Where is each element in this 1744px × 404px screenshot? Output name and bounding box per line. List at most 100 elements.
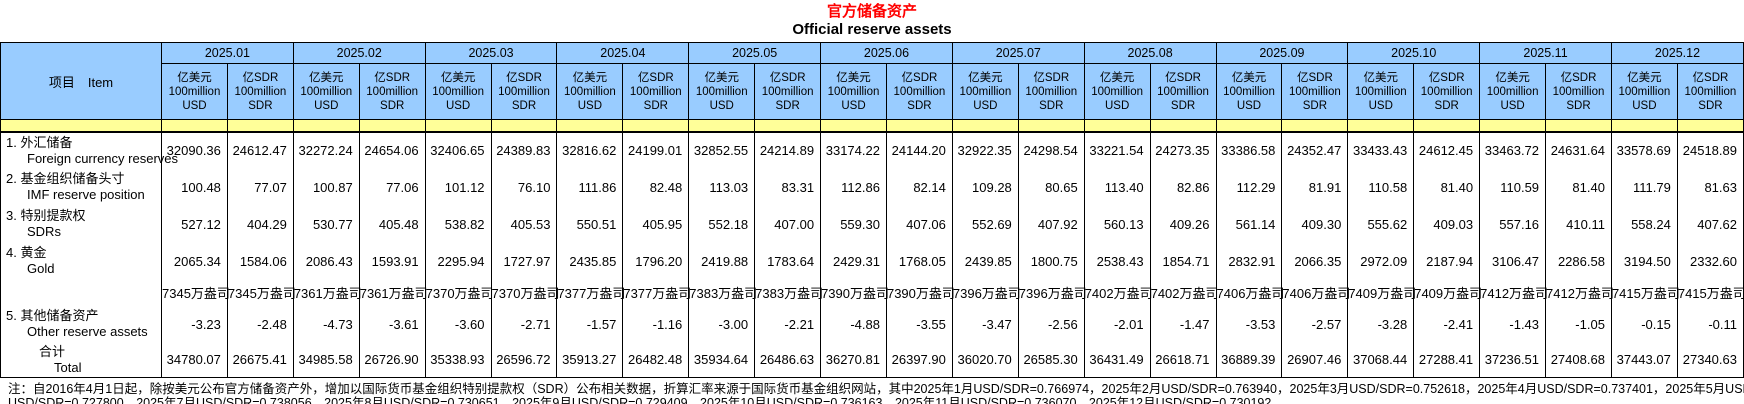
value-cell: 7415万盎司 [1676, 279, 1744, 306]
value-cell: 32816.62 [556, 131, 624, 169]
value-cell: -4.88 [820, 305, 887, 343]
value-cell: 405.48 [358, 205, 426, 243]
table-row: 4. 黄金 Gold 2065.34 1584.06 2086.43 1593.91 229… [0, 242, 1744, 280]
value-cell: 2065.34 [161, 242, 228, 280]
spacer-cell [1017, 119, 1085, 133]
value-cell: 24214.89 [754, 131, 822, 169]
value-cell: 24612.47 [226, 131, 294, 169]
value-cell: 24518.89 [1676, 131, 1744, 169]
value-cell: 552.18 [688, 205, 756, 243]
value-cell: -1.43 [1479, 305, 1547, 343]
value-cell: 3194.50 [1610, 242, 1678, 280]
value-cell: 407.06 [885, 205, 953, 243]
spacer-cell [820, 119, 887, 133]
value-cell: 112.29 [1215, 168, 1283, 206]
value-cell: 33174.22 [820, 131, 887, 169]
value-cell: 100.87 [292, 168, 360, 206]
value-cell: -3.55 [885, 305, 953, 343]
value-cell: 410.11 [1545, 205, 1612, 243]
value-cell: 7412万盎司 [1545, 279, 1614, 306]
row-label [0, 279, 162, 306]
value-cell: 405.53 [490, 205, 558, 243]
spacer-cell [885, 119, 953, 133]
value-cell: 560.13 [1083, 205, 1151, 243]
value-cell: 109.28 [951, 168, 1019, 206]
value-cell: 36270.81 [820, 342, 887, 378]
table-row: 7345万盎司 7345万盎司 7361万盎司 7361万盎司 7370万盎司 7370万… [0, 279, 1744, 306]
value-cell: 7390万盎司 [885, 279, 955, 306]
unit-header-sdr: 亿SDR 100million SDR [490, 63, 558, 120]
value-cell: 80.65 [1017, 168, 1085, 206]
footnote-line-2: USD/SDR=0.727800，2025年7月USD/SDR=0.738056… [8, 396, 1284, 404]
value-cell: 1783.64 [754, 242, 822, 280]
footnote-line-1: 注：自2016年4月1日起，除按美元公布官方储备资产外，增加以国际货币基金组织特… [8, 382, 1744, 396]
value-cell: 32272.24 [292, 131, 360, 169]
value-cell: -1.05 [1545, 305, 1612, 343]
value-cell: 26726.90 [358, 342, 426, 378]
value-cell: 24199.01 [622, 131, 690, 169]
value-cell: 113.03 [688, 168, 756, 206]
row-label: 3. 特别提款权 SDRs [0, 205, 162, 243]
value-cell: -2.41 [1413, 305, 1481, 343]
value-cell: -3.60 [424, 305, 492, 343]
value-cell: 26397.90 [885, 342, 953, 378]
month-header: 2025.07 [951, 42, 1085, 64]
month-header: 2025.03 [424, 42, 558, 64]
value-cell: 26482.48 [622, 342, 690, 378]
month-header: 2025.10 [1347, 42, 1481, 64]
unit-header-usd: 亿美元 100million USD [292, 63, 360, 120]
value-cell: 33433.43 [1347, 131, 1415, 169]
value-cell: 24631.64 [1545, 131, 1612, 169]
value-cell: 7361万盎司 [292, 279, 362, 306]
spacer-cell [622, 119, 690, 133]
unit-header-sdr: 亿SDR 100million SDR [1017, 63, 1085, 120]
value-cell: -3.61 [358, 305, 426, 343]
spacer-cell [0, 119, 162, 133]
value-cell: 26675.41 [226, 342, 294, 378]
value-cell: 101.12 [424, 168, 492, 206]
value-cell: -1.47 [1149, 305, 1217, 343]
month-header: 2025.01 [161, 42, 294, 64]
value-cell: 7361万盎司 [358, 279, 428, 306]
value-cell: 24389.83 [490, 131, 558, 169]
value-cell: 32090.36 [161, 131, 228, 169]
value-cell: 110.58 [1347, 168, 1415, 206]
spacer-cell [1083, 119, 1151, 133]
value-cell: 552.69 [951, 205, 1019, 243]
row-label: 1. 外汇储备 Foreign currency reserves [0, 131, 178, 169]
spacer-cell [754, 119, 822, 133]
unit-header-sdr: 亿SDR 100million SDR [1676, 63, 1744, 120]
value-cell: 7409万盎司 [1413, 279, 1482, 306]
value-cell: 550.51 [556, 205, 624, 243]
spacer-cell [490, 119, 558, 133]
value-cell: 1768.05 [885, 242, 953, 280]
value-cell: 26585.30 [1017, 342, 1085, 378]
value-cell: 7396万盎司 [951, 279, 1021, 306]
value-cell: 81.91 [1281, 168, 1349, 206]
unit-header-sdr: 亿SDR 100million SDR [1149, 63, 1217, 120]
unit-header-sdr: 亿SDR 100million SDR [1545, 63, 1612, 120]
value-cell: 82.48 [622, 168, 690, 206]
month-header: 2025.12 [1610, 42, 1744, 64]
reserve-assets-table: 项目 Item 2025.01 2025.02 2025.03 2025.04 2025.… [0, 42, 1744, 378]
value-cell: 77.07 [226, 168, 294, 206]
month-header: 2025.04 [556, 42, 690, 64]
value-cell: 2086.43 [292, 242, 360, 280]
value-cell: 2187.94 [1413, 242, 1481, 280]
value-cell: 2832.91 [1215, 242, 1283, 280]
value-cell: 24612.45 [1413, 131, 1481, 169]
unit-header-sdr: 亿SDR 100million SDR [358, 63, 426, 120]
spacer-cell [951, 119, 1019, 133]
value-cell: -1.16 [622, 305, 690, 343]
value-cell: 33578.69 [1610, 131, 1678, 169]
value-cell: 530.77 [292, 205, 360, 243]
unit-header-sdr: 亿SDR 100million SDR [885, 63, 953, 120]
spacer-cell [161, 119, 228, 133]
value-cell: 111.86 [556, 168, 624, 206]
value-cell: 409.03 [1413, 205, 1481, 243]
value-cell: 36020.70 [951, 342, 1019, 378]
value-cell: 7377万盎司 [556, 279, 625, 306]
value-cell: -1.57 [556, 305, 624, 343]
value-cell: 404.29 [226, 205, 294, 243]
